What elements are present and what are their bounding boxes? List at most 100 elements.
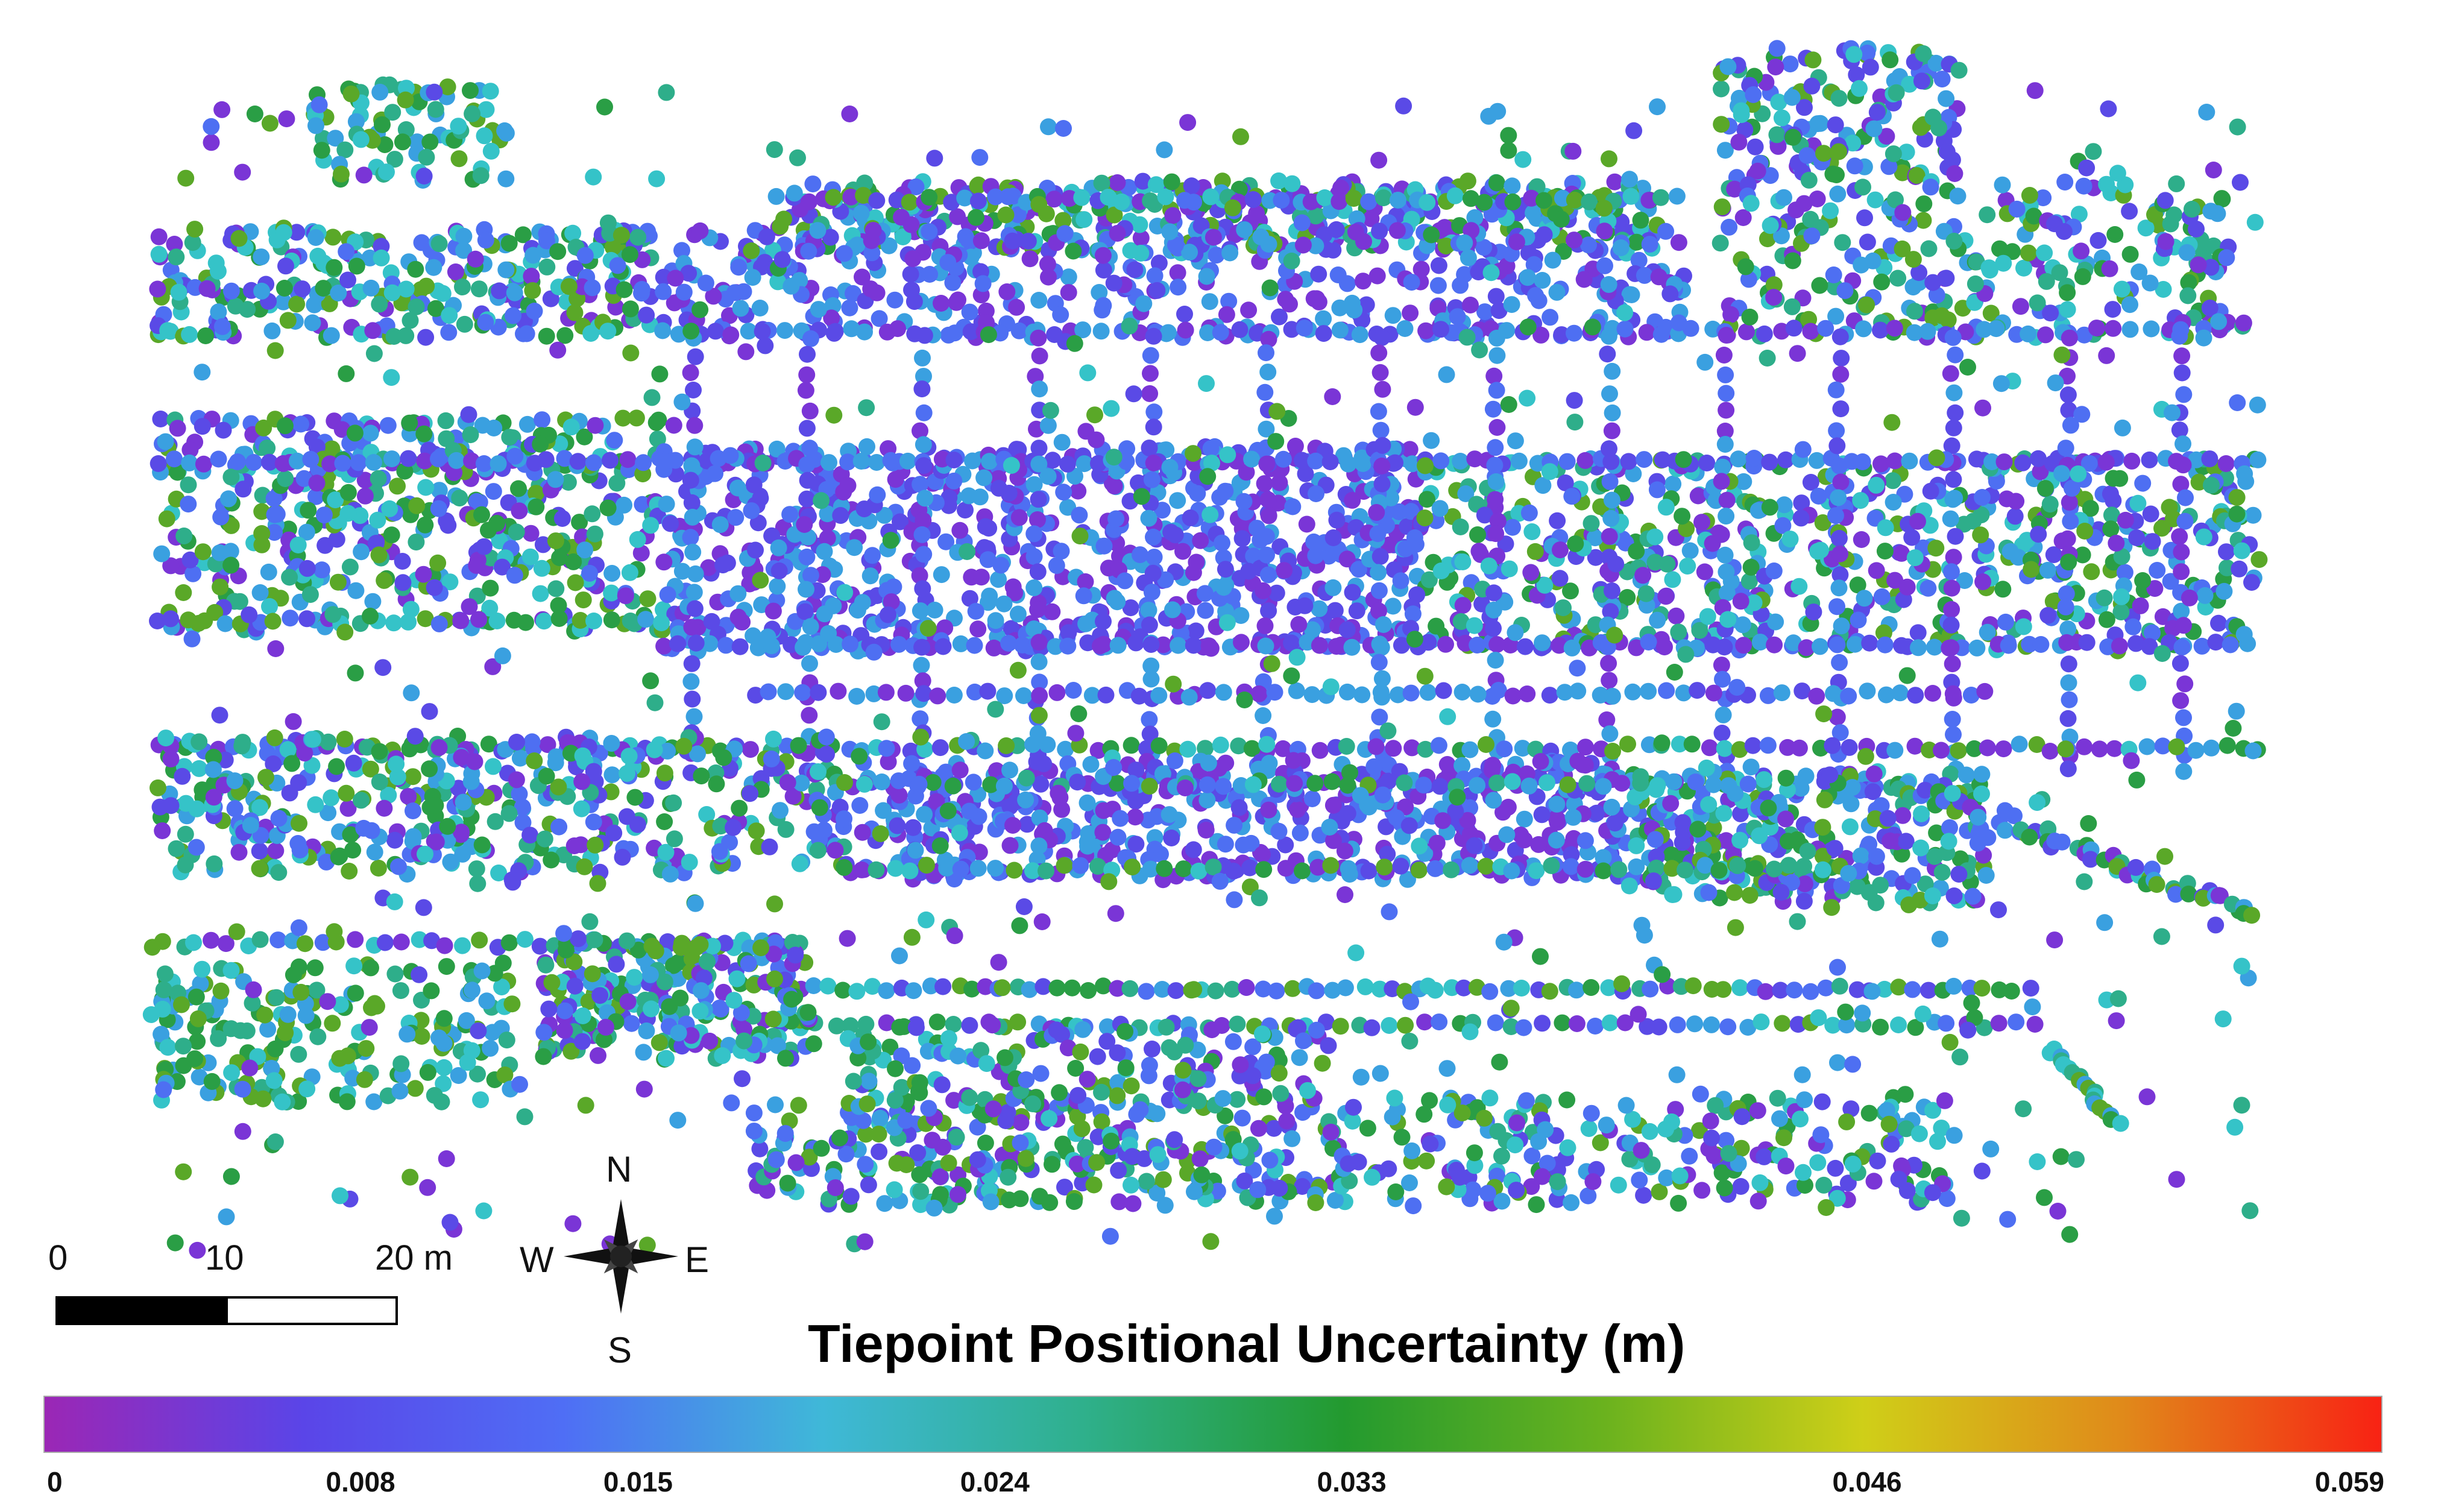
tiepoint (1792, 509, 1810, 527)
tiepoint (301, 586, 319, 603)
tiepoint (263, 322, 281, 339)
tiepoint (1182, 509, 1199, 526)
tiepoint (488, 515, 505, 532)
tiepoint (655, 283, 672, 300)
tiepoint (1657, 499, 1675, 516)
tiepoint (1619, 736, 1636, 753)
tiepoint (1466, 617, 1483, 634)
tiepoint (1944, 655, 1961, 673)
tiepoint (1604, 743, 1621, 760)
tiepoint (450, 150, 468, 168)
tiepoint (714, 556, 732, 574)
tiepoint (861, 567, 879, 585)
tiepoint (220, 490, 237, 508)
tiepoint (1716, 546, 1734, 564)
tiepoint (338, 784, 355, 802)
tiepoint (1950, 742, 1967, 760)
tiepoint (1840, 687, 1857, 705)
tiepoint (1370, 403, 1387, 420)
tiepoint (439, 517, 457, 534)
tiepoint (1761, 499, 1778, 516)
tiepoint (1029, 563, 1047, 581)
tiepoint (1470, 543, 1488, 560)
tiepoint (1169, 492, 1186, 509)
tiepoint (270, 810, 288, 827)
tiepoint (1569, 682, 1587, 700)
tiepoint (448, 452, 465, 469)
tiepoint (456, 315, 473, 333)
tiepoint (1127, 634, 1145, 652)
tiepoint (384, 104, 402, 121)
tiepoint (1345, 190, 1362, 207)
tiepoint (939, 254, 957, 271)
tiepoint (383, 450, 400, 468)
tiepoint (1743, 534, 1760, 552)
tiepoint (683, 655, 701, 672)
tiepoint (1373, 458, 1391, 474)
tiepoint (1891, 684, 1909, 702)
tiepoint (1367, 738, 1385, 755)
tiepoint (402, 312, 419, 329)
tiepoint (477, 232, 494, 249)
tiepoint (1408, 586, 1426, 603)
tiepoint (485, 483, 502, 500)
tiepoint (1632, 212, 1649, 229)
tiepoint (390, 858, 407, 875)
tiepoint (1353, 686, 1371, 704)
tiepoint (1828, 636, 1846, 654)
tiepoint (320, 733, 337, 751)
tiepoint (1652, 189, 1669, 206)
tiepoint (1258, 546, 1275, 564)
tiepoint (180, 496, 197, 513)
tiepoint (408, 497, 426, 514)
tiepoint (1762, 217, 1779, 235)
tiepoint (777, 683, 795, 701)
tiepoint (1864, 252, 1882, 269)
tiepoint (1716, 142, 1734, 159)
tiepoint (1324, 529, 1342, 546)
tiepoint (1527, 287, 1545, 304)
tiepoint (467, 250, 484, 268)
tiepoint (1636, 266, 1653, 284)
tiepoint (603, 735, 620, 752)
tiepoint (385, 614, 403, 632)
tiepoint (356, 487, 374, 505)
tiepoint (842, 635, 859, 653)
tiepoint (1535, 226, 1553, 244)
tiepoint (2036, 480, 2054, 497)
tiepoint (1308, 485, 1324, 502)
tiepoint (1045, 191, 1063, 208)
tiepoint (972, 232, 990, 250)
tiepoint (977, 518, 994, 535)
tiepoint (177, 795, 195, 812)
tiepoint (2123, 452, 2141, 470)
tiepoint (523, 268, 540, 285)
tiepoint (801, 655, 818, 672)
tiepoint (969, 620, 987, 638)
tiepoint (1968, 639, 1986, 657)
tiepoint (538, 232, 555, 250)
tiepoint (587, 417, 604, 434)
tiepoint (1901, 452, 1918, 470)
tiepoint (2035, 189, 2052, 207)
tiepoint (166, 236, 183, 253)
tiepoint (1340, 455, 1357, 473)
tiepoint (1073, 189, 1091, 206)
tiepoint (763, 750, 780, 767)
tiepoint (1873, 273, 1891, 291)
tiepoint (1831, 545, 1848, 562)
tiepoint (1031, 687, 1048, 704)
tiepoint (929, 687, 946, 705)
tiepoint (1717, 366, 1734, 383)
tiepoint (1054, 212, 1072, 229)
tiepoint (234, 734, 251, 751)
tiepoint (2059, 710, 2077, 727)
tiepoint (1581, 193, 1598, 210)
tiepoint (1142, 365, 1159, 382)
tiepoint (1488, 347, 1506, 364)
tiepoint (2143, 320, 2160, 338)
tiepoint (468, 557, 485, 574)
tiepoint (1141, 711, 1158, 728)
tiepoint (1858, 296, 1875, 313)
tiepoint (1781, 55, 1799, 73)
